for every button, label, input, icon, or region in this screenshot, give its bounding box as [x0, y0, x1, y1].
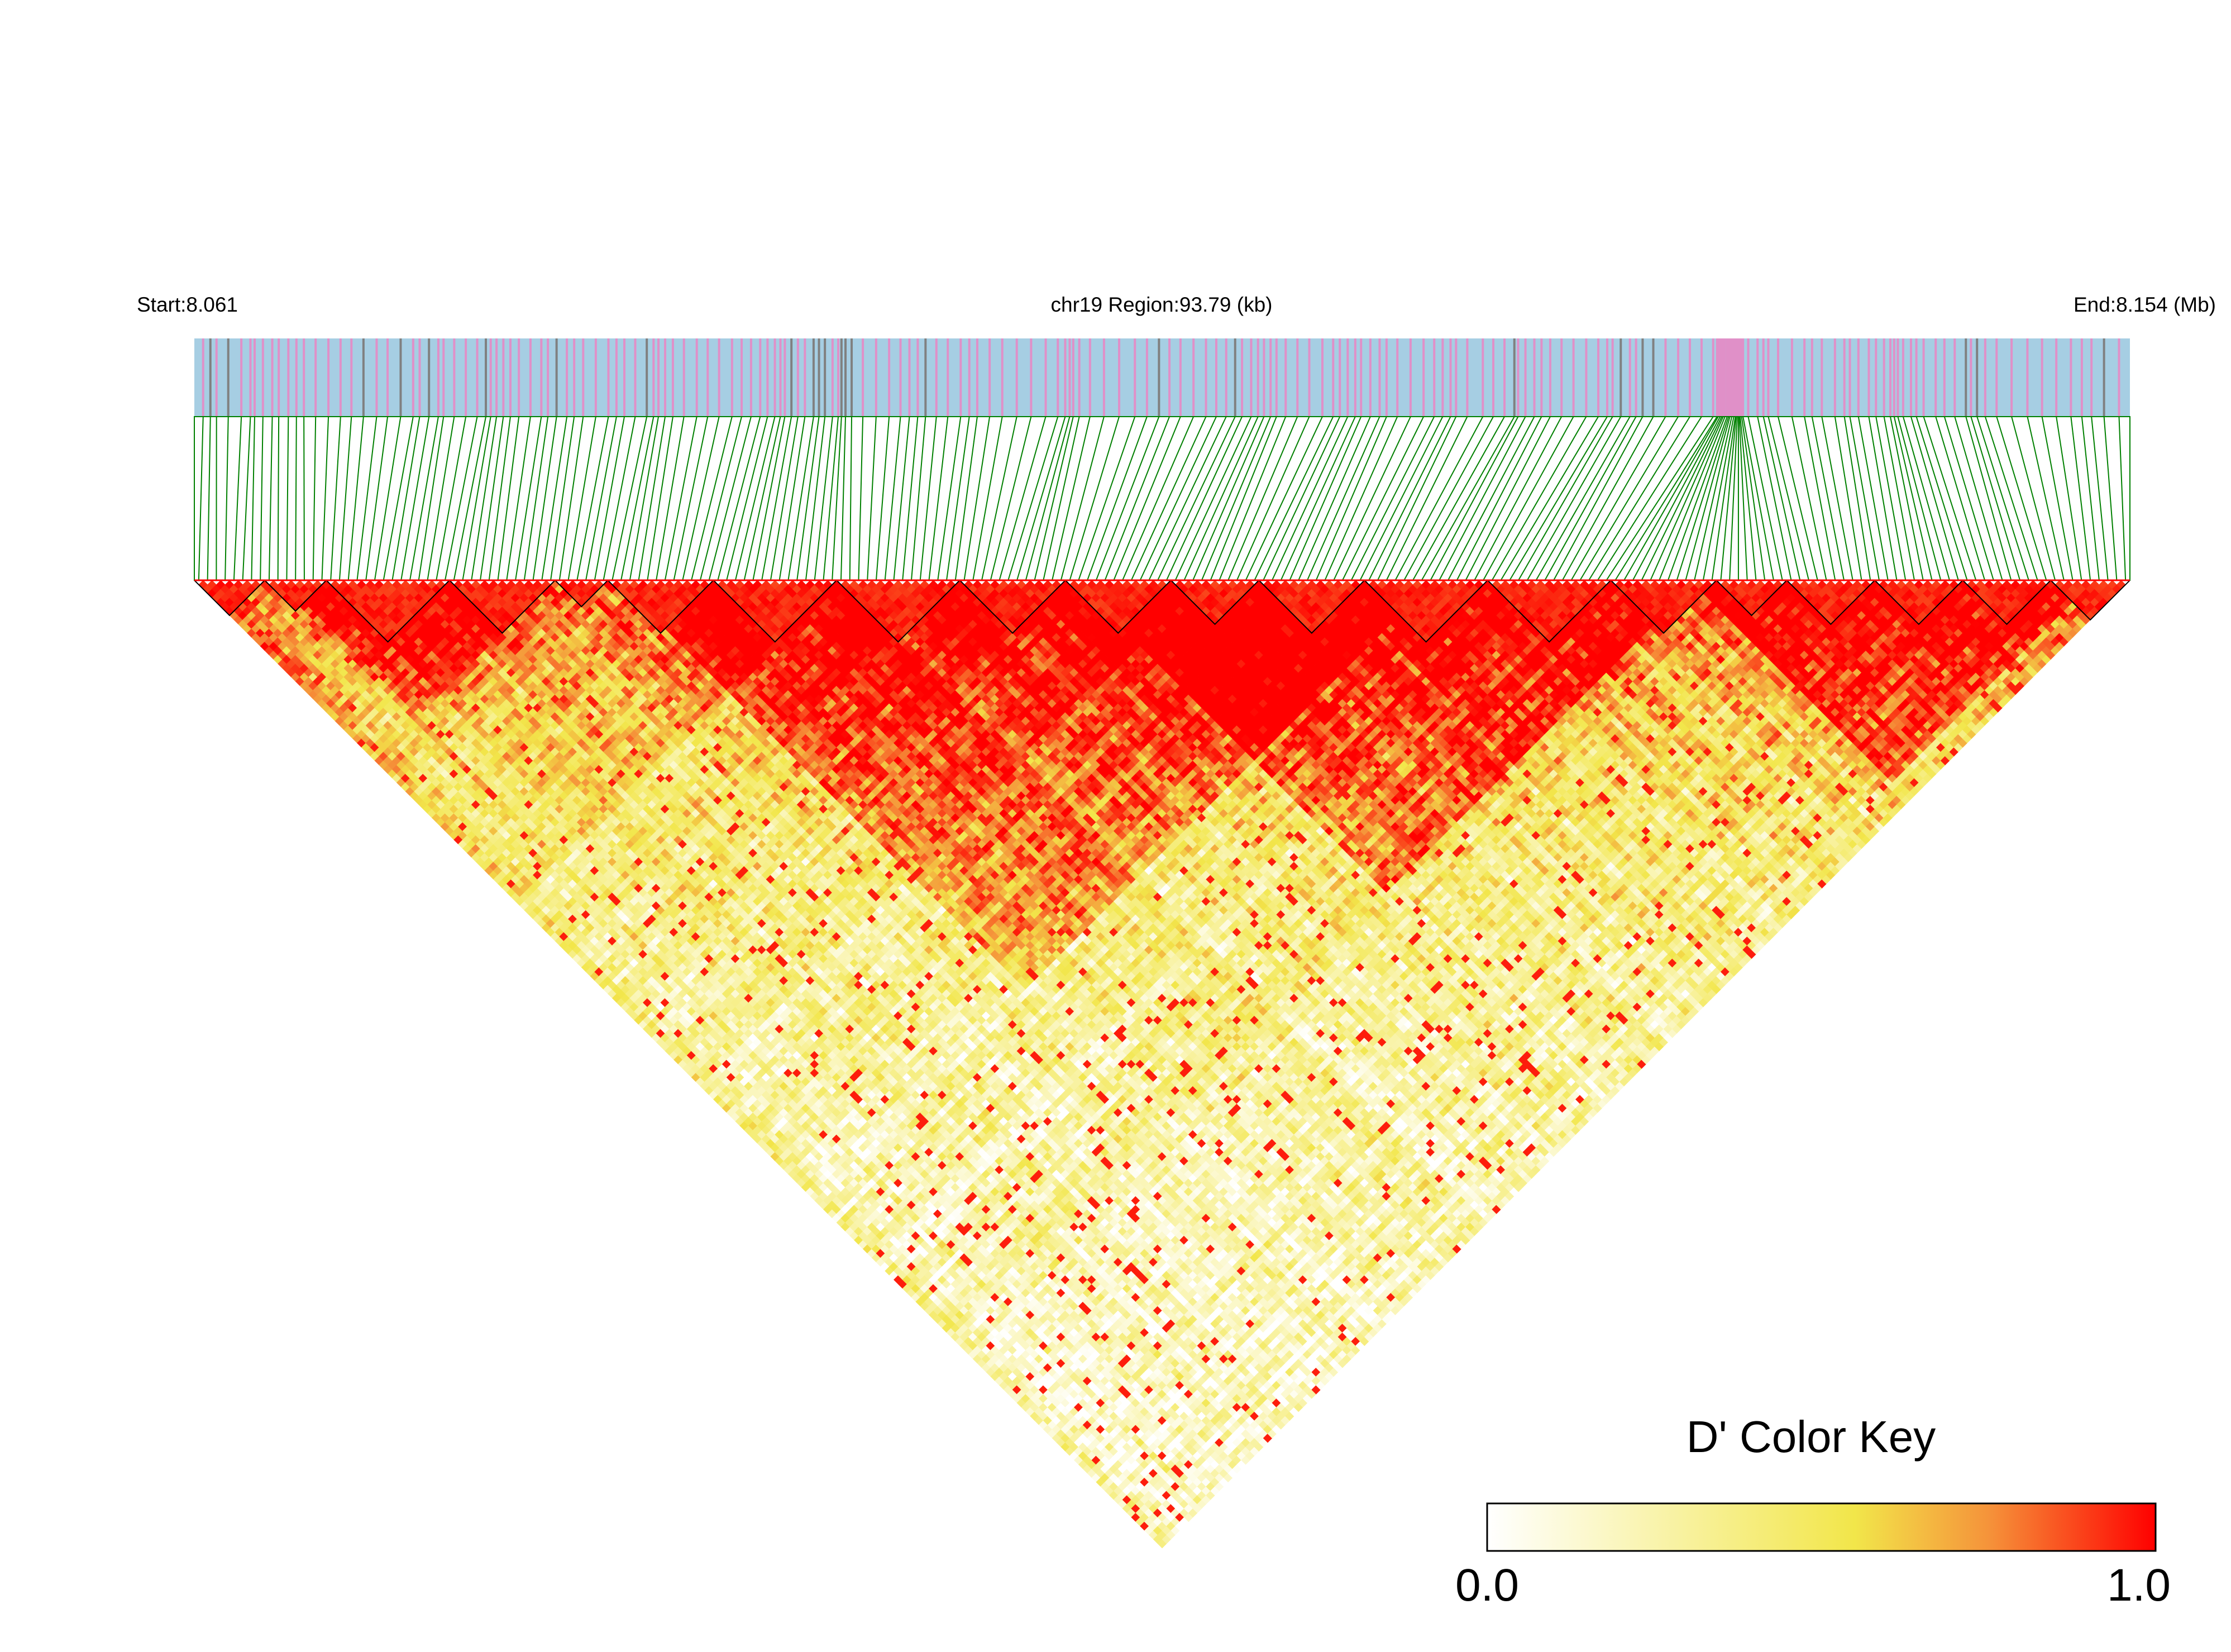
region-end-label: End:8.154 (Mb): [2074, 293, 2216, 316]
variant-position-track: [194, 338, 2130, 417]
region-center-label: chr19 Region:93.79 (kb): [1051, 293, 1273, 316]
variant-track-background: [194, 338, 2130, 417]
region-start-label: Start:8.061: [137, 293, 238, 316]
